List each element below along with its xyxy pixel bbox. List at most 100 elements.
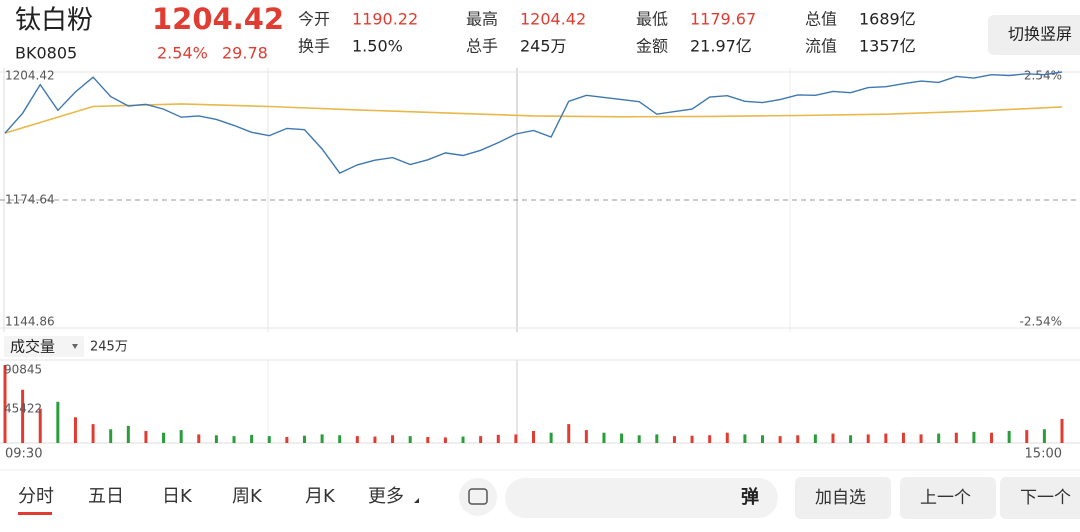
volume-bar — [778, 436, 782, 443]
tab[interactable]: 周K — [232, 486, 263, 507]
change: 29.78 — [222, 44, 268, 63]
danmaku-toggle[interactable]: 弹 — [741, 486, 759, 508]
avg-line — [4, 103, 1063, 134]
change-pct: 2.54% — [157, 44, 208, 63]
volume-bar — [954, 432, 958, 443]
more-arrow — [414, 498, 419, 503]
comment-input[interactable] — [505, 478, 778, 518]
volume-bar — [73, 417, 77, 443]
stock-name: 钛白粉 — [15, 6, 93, 36]
stat-value: 1.50% — [352, 37, 403, 56]
stat-label: 流值 — [805, 37, 837, 56]
volume-bar — [514, 434, 518, 443]
stat-value: 21.97亿 — [690, 37, 752, 56]
volume-bar — [849, 435, 853, 443]
volume-bar — [355, 436, 359, 443]
volume-bar — [408, 436, 412, 443]
volume-bar — [796, 435, 800, 443]
y2-tick-label: -2.54% — [1020, 315, 1062, 329]
volume-bar — [1042, 429, 1046, 443]
buttons: 加自选 上一个 下一个 — [795, 477, 1080, 519]
volume-bar — [901, 432, 905, 443]
rotate-button[interactable]: 切换竖屏 — [1008, 25, 1072, 44]
stat-value: 1179.67 — [690, 10, 756, 29]
volume-bar — [338, 435, 342, 443]
volume-bar — [479, 436, 483, 443]
rotate-button-bg[interactable] — [988, 15, 1080, 55]
stat-value: 1190.22 — [352, 10, 418, 29]
volume-bar — [38, 408, 42, 443]
volume-bar — [937, 433, 941, 443]
button[interactable]: 加自选 — [815, 488, 866, 508]
volume-bar — [250, 434, 254, 443]
volume-bar — [3, 365, 7, 443]
volume-bar — [496, 434, 500, 443]
tab[interactable]: 更多 — [368, 486, 404, 507]
volume-bar — [302, 435, 306, 443]
volume-bar — [725, 432, 729, 443]
volume-title[interactable]: 成交量 — [10, 338, 55, 356]
volume-bar — [56, 401, 60, 443]
stat-label: 总手 — [466, 37, 498, 56]
stat-label: 最低 — [636, 10, 668, 29]
stat-label: 最高 — [466, 10, 498, 29]
code: BK0805 — [15, 44, 77, 63]
tabs: 分时 五日 日K 周K 月K 更多 — [18, 486, 404, 507]
x-tick-label: 09:30 — [5, 447, 42, 462]
volume-bar — [743, 434, 747, 443]
button-bg[interactable] — [1000, 477, 1080, 519]
volume-bar — [690, 435, 694, 443]
volume-bar — [21, 389, 25, 443]
button-bg[interactable] — [900, 477, 996, 519]
stat-label: 换手 — [298, 37, 330, 56]
volume-bar — [391, 435, 395, 443]
volume-selector[interactable] — [4, 336, 84, 357]
tab-underline — [18, 512, 52, 515]
dropdown-arrow — [72, 344, 78, 349]
volume-bar — [232, 436, 236, 443]
button-bg[interactable] — [795, 477, 891, 519]
volume-bar — [461, 436, 465, 443]
stat-value: 1204.42 — [520, 10, 586, 29]
price: 1204.42 — [152, 2, 284, 36]
tab[interactable]: 分时 — [18, 486, 54, 507]
stat-value: 245万 — [520, 37, 567, 56]
volume-bar — [1007, 430, 1011, 443]
volume-bar — [109, 429, 113, 443]
volume-bar — [179, 430, 183, 443]
volume-bar — [602, 432, 606, 443]
volume-bar — [813, 434, 817, 443]
volume-bar — [443, 437, 447, 443]
volume-bar — [708, 435, 712, 443]
volume-bar — [373, 436, 377, 443]
stat-label: 总值 — [805, 10, 837, 29]
button[interactable]: 上一个 — [920, 488, 971, 508]
volume-bar — [584, 430, 588, 443]
comment-icon-bg[interactable] — [459, 478, 497, 516]
volume-bar — [162, 432, 166, 443]
y-tick-label: 1174.64 — [5, 193, 55, 207]
volume-bar — [884, 433, 888, 443]
volume-bar — [1025, 430, 1029, 443]
tab[interactable]: 日K — [162, 486, 193, 507]
volume-bar — [990, 432, 994, 443]
volume-bar — [285, 436, 289, 443]
volume-bar — [972, 431, 976, 443]
volume-tick-label: 90845 — [4, 363, 42, 377]
y-tick-label: 1144.86 — [5, 315, 55, 329]
tab[interactable]: 月K — [305, 486, 336, 507]
volume-bar — [549, 432, 553, 443]
stat-value: 1357亿 — [859, 37, 916, 56]
stats: 今开 1190.22 换手 1.50% 最高 1204.42 总手 245万 最低 1179.67… — [298, 10, 916, 56]
volume-bar — [426, 436, 430, 443]
price-line — [4, 71, 1063, 174]
volume-bar — [197, 434, 201, 443]
button[interactable]: 下一个 — [1020, 488, 1071, 508]
volume-tick-label: 45422 — [4, 402, 42, 416]
volume-bar — [91, 424, 95, 443]
volume-bar — [532, 430, 535, 443]
tab[interactable]: 五日 — [88, 486, 124, 507]
volume-bar — [126, 425, 130, 443]
volume-bar — [866, 434, 870, 443]
volume-bar — [267, 436, 271, 443]
